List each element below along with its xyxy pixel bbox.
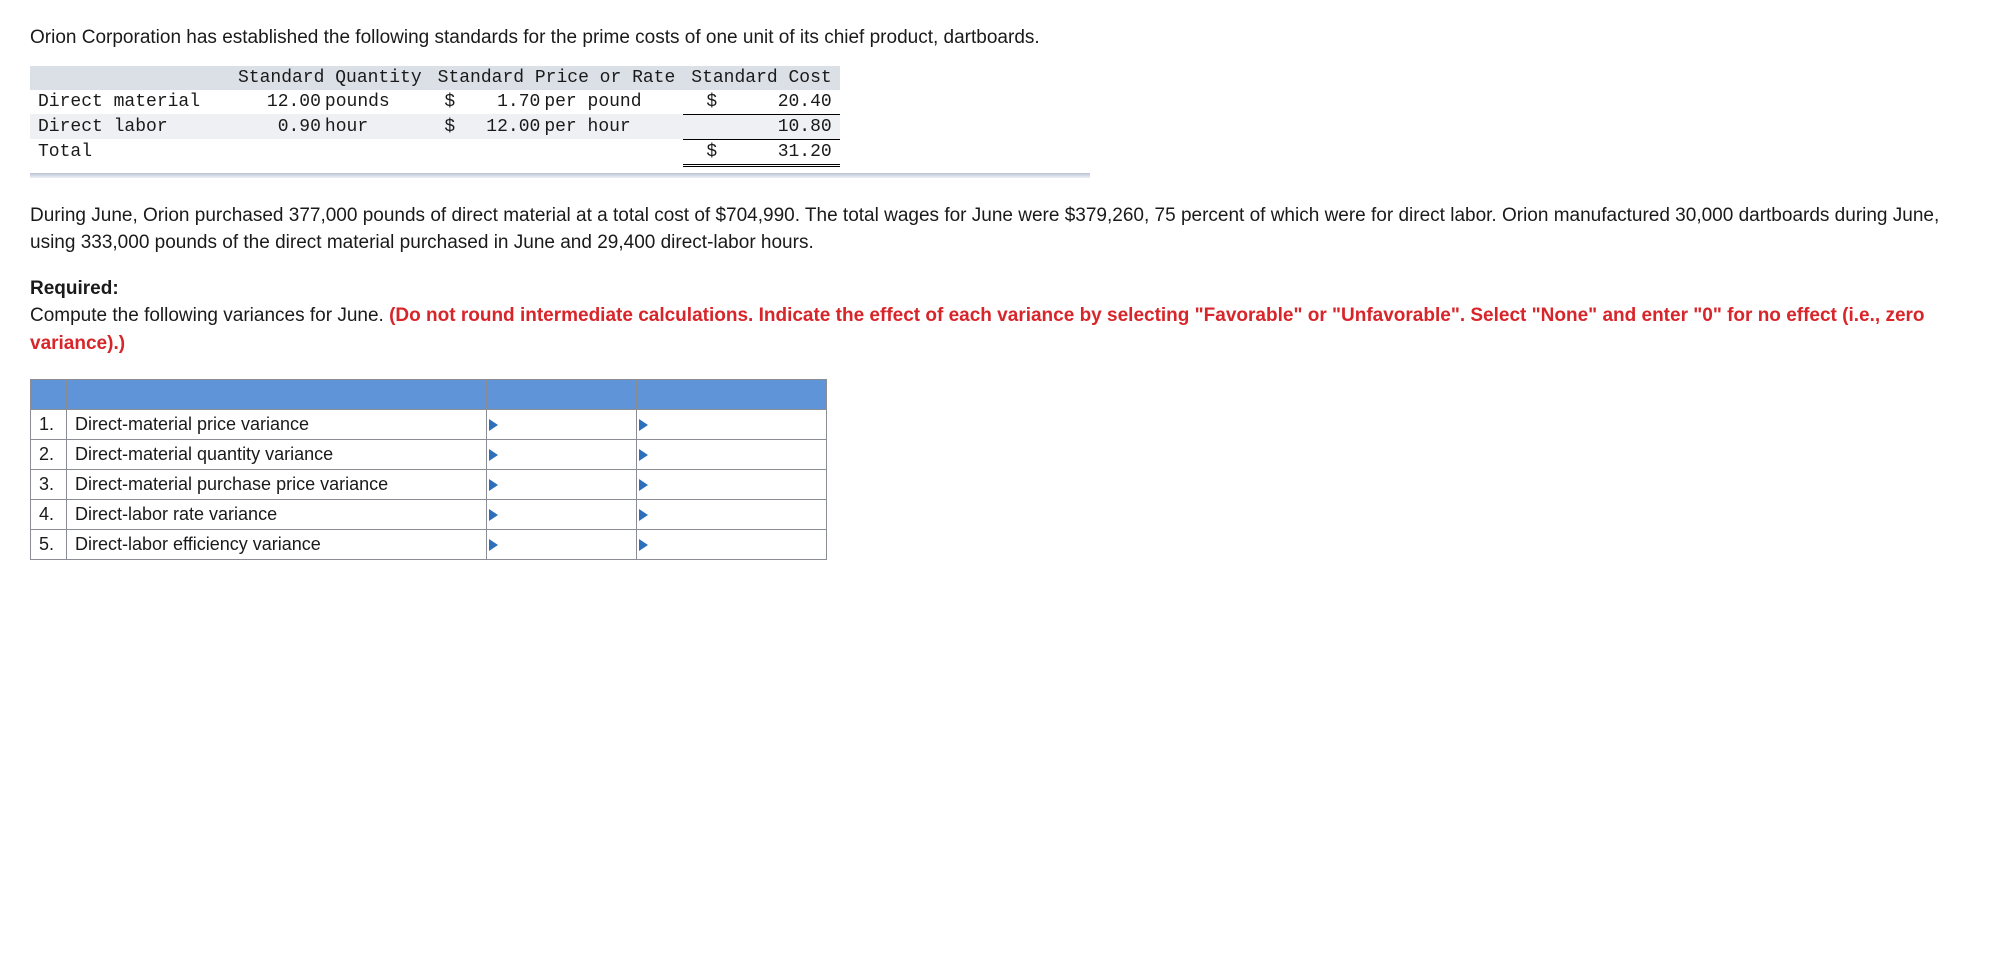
amount-input[interactable]: [487, 470, 637, 500]
cell-qty-unit: pounds: [325, 90, 430, 115]
intro-text: Orion Corporation has established the fo…: [30, 24, 1980, 52]
row-label: Direct-labor rate variance: [67, 500, 487, 530]
row-label: Direct labor: [30, 114, 230, 139]
amount-input[interactable]: [487, 500, 637, 530]
required-label: Required:: [30, 278, 119, 299]
amount-input[interactable]: [487, 440, 637, 470]
chevron-right-icon: [639, 419, 648, 431]
row-label: Direct-material price variance: [67, 410, 487, 440]
table-row: 3. Direct-material purchase price varian…: [31, 470, 827, 500]
chevron-right-icon: [489, 539, 498, 551]
row-number: 5.: [31, 530, 67, 560]
table-row: 2. Direct-material quantity variance: [31, 440, 827, 470]
amount-input[interactable]: [487, 530, 637, 560]
table-row: 1. Direct-material price variance: [31, 410, 827, 440]
col-header-qty: Standard Quantity: [230, 66, 430, 90]
cell-cost-cur: $: [683, 90, 719, 115]
row-label: Direct-material purchase price variance: [67, 470, 487, 500]
row-number: 4.: [31, 500, 67, 530]
answer-table: 1. Direct-material price variance 2. Dir…: [30, 379, 827, 560]
divider: [30, 173, 1090, 178]
effect-select[interactable]: [637, 500, 827, 530]
row-label: Direct-material quantity variance: [67, 440, 487, 470]
effect-select[interactable]: [637, 470, 827, 500]
cell-total-cur: $: [683, 139, 719, 165]
effect-select[interactable]: [637, 410, 827, 440]
cell-rate-cur: $: [430, 90, 457, 115]
cell-cost-cur: [683, 114, 719, 139]
row-label: Direct material: [30, 90, 230, 115]
standards-table: Standard Quantity Standard Price or Rate…: [30, 66, 840, 167]
chevron-right-icon: [489, 419, 498, 431]
chevron-right-icon: [639, 509, 648, 521]
row-label-total: Total: [30, 139, 230, 165]
cell-rate-cur: $: [430, 114, 457, 139]
narrative-text: During June, Orion purchased 377,000 pou…: [30, 202, 1980, 257]
cell-rate-unit: per pound: [544, 90, 683, 115]
cell-total-cost: 31.20: [719, 139, 840, 165]
chevron-right-icon: [489, 509, 498, 521]
row-number: 3.: [31, 470, 67, 500]
effect-select[interactable]: [637, 530, 827, 560]
col-header-cost: Standard Cost: [683, 66, 839, 90]
cell-rate-unit: per hour: [544, 114, 683, 139]
required-text: Compute the following variances for June…: [30, 305, 389, 326]
cell-cost: 20.40: [719, 90, 840, 115]
chevron-right-icon: [639, 479, 648, 491]
cell-rate: 1.70: [457, 90, 544, 115]
cell-cost: 10.80: [719, 114, 840, 139]
effect-select[interactable]: [637, 440, 827, 470]
chevron-right-icon: [639, 539, 648, 551]
row-number: 1.: [31, 410, 67, 440]
col-header-rate: Standard Price or Rate: [430, 66, 684, 90]
cell-qty: 12.00: [230, 90, 325, 115]
table-row: 4. Direct-labor rate variance: [31, 500, 827, 530]
chevron-right-icon: [639, 449, 648, 461]
chevron-right-icon: [489, 479, 498, 491]
table-row: 5. Direct-labor efficiency variance: [31, 530, 827, 560]
row-number: 2.: [31, 440, 67, 470]
cell-qty-unit: hour: [325, 114, 430, 139]
row-label: Direct-labor efficiency variance: [67, 530, 487, 560]
amount-input[interactable]: [487, 410, 637, 440]
cell-rate: 12.00: [457, 114, 544, 139]
cell-qty: 0.90: [230, 114, 325, 139]
chevron-right-icon: [489, 449, 498, 461]
